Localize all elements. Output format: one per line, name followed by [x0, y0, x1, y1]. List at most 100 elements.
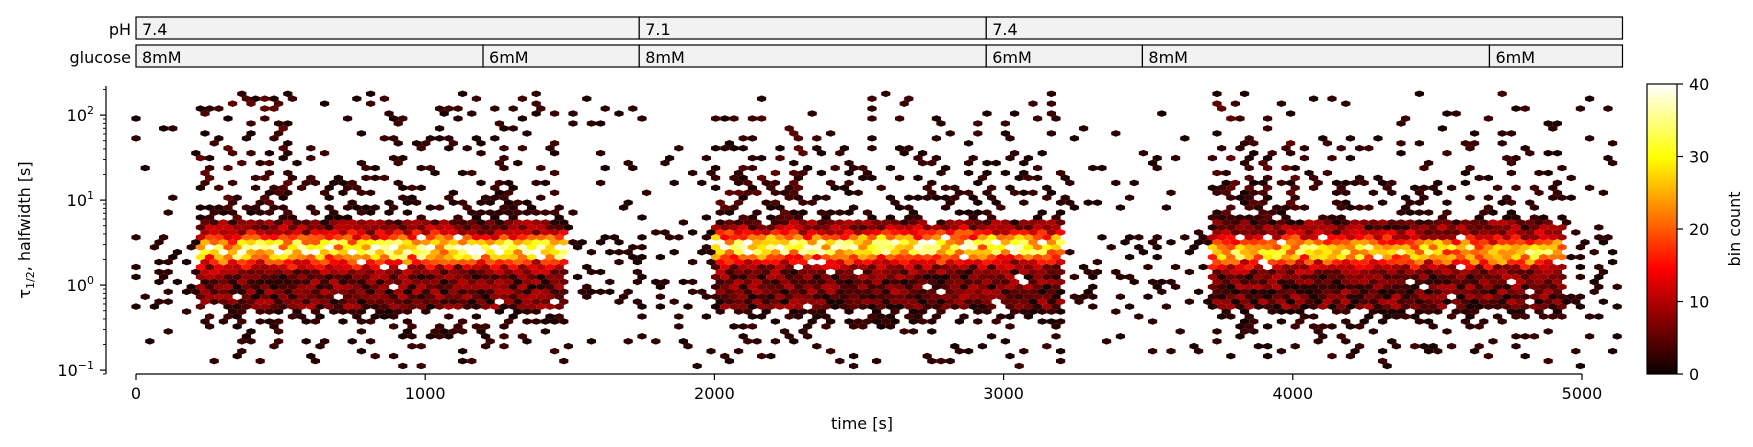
hexbin-cell	[559, 219, 569, 226]
hexbin-cell	[1322, 140, 1332, 147]
hexbin-cell	[214, 204, 224, 211]
hexbin-cell	[780, 239, 790, 246]
hexbin-cell	[1272, 263, 1282, 271]
hexbin-cell	[485, 219, 495, 226]
hexbin-cell	[1529, 293, 1539, 300]
hexbin-cell	[540, 239, 550, 246]
hexbin-cell	[324, 263, 334, 271]
hexbin-cell	[504, 258, 514, 266]
hexbin-cell	[1327, 303, 1337, 310]
hexbin-cell	[504, 219, 514, 226]
hexbin-cell	[660, 159, 670, 167]
hexbin-cell	[1511, 273, 1521, 281]
hexbin-cell	[352, 253, 362, 261]
hexbin-cell	[844, 278, 854, 286]
hexbin-cell	[945, 357, 955, 365]
hexbin-cell	[784, 263, 794, 271]
hexbin-cell	[1263, 214, 1273, 221]
hexbin-cell	[803, 323, 813, 330]
hexbin-cell	[738, 283, 748, 291]
hexbin-cell	[1391, 234, 1401, 241]
hexbin-cell	[1046, 219, 1056, 226]
hexbin-cell	[674, 144, 684, 152]
hexbin-cell	[1603, 154, 1613, 162]
hexbin-cell	[1364, 253, 1374, 261]
hexbin-cell	[1539, 303, 1549, 310]
hexbin-cell	[1148, 239, 1158, 246]
hexbin-cell	[1286, 110, 1296, 117]
hexbin-cell	[343, 273, 353, 281]
hexbin-cell	[1355, 263, 1365, 271]
hexbin-cell	[499, 144, 509, 152]
hexbin-cell	[1341, 189, 1351, 197]
hexbin-cell	[766, 224, 776, 231]
y-axis-label: τ1/2, halfwidth [s]	[15, 161, 37, 298]
hexbin-cell	[329, 308, 339, 315]
hexbin-cell	[237, 258, 247, 266]
hexbin-cell	[1258, 179, 1268, 187]
hexbin-cell	[1033, 115, 1043, 122]
hexbin-cell	[1543, 357, 1553, 365]
hexbin-cell	[798, 308, 808, 315]
hexbin-cell	[214, 263, 224, 271]
hexbin-cell	[1019, 159, 1029, 167]
hexbin-cell	[361, 253, 371, 261]
glucose-segment-label: 8mM	[1148, 48, 1188, 67]
hexbin-cell	[1249, 189, 1259, 197]
hexbin-cell	[1585, 184, 1595, 192]
hexbin-cell	[987, 194, 997, 201]
hexbin-cell	[1470, 288, 1480, 296]
hexbin-cell	[1263, 243, 1273, 251]
hexbin-cell	[1382, 293, 1392, 300]
hexbin-cell	[931, 115, 941, 122]
hexbin-cell	[637, 303, 647, 310]
hexbin-cell	[499, 204, 509, 211]
hexbin-cell	[1539, 214, 1549, 221]
hexbin-cell	[140, 293, 150, 300]
hexbin-cell	[1557, 293, 1567, 300]
hexbin-cell	[766, 352, 776, 360]
hexbin-cell	[1253, 263, 1263, 271]
hexbin-cell	[637, 253, 647, 261]
hexbin-cell	[1258, 209, 1268, 216]
hexbin-cell	[1276, 258, 1286, 266]
hexbin-cell	[922, 224, 932, 231]
glucose-segment	[1488, 44, 1624, 68]
hexbin-cell	[1516, 219, 1526, 226]
hexbin-cell	[1263, 164, 1273, 172]
hexbin-cell	[1396, 149, 1406, 157]
hexbin-cell	[1479, 258, 1489, 266]
hexbin-cell	[885, 273, 895, 281]
hexbin-cell	[462, 293, 472, 300]
hexbin-cell	[237, 248, 247, 256]
hexbin-cell	[278, 144, 288, 152]
hexbin-cell	[264, 199, 274, 206]
hexbin-cell	[867, 273, 877, 281]
hexbin-cell	[1589, 278, 1599, 286]
hexbin-cell	[1194, 347, 1204, 355]
hexbin-cell	[366, 229, 376, 236]
hexbin-cell	[922, 273, 932, 281]
hexbin-cell	[784, 125, 794, 132]
hexbin-cell	[1520, 105, 1530, 112]
hexbin-cell	[1005, 313, 1015, 320]
hexbin-cell	[209, 248, 219, 256]
hexbin-cell	[609, 234, 619, 241]
hexbin-cell	[1226, 234, 1236, 241]
hexbin-cell	[1511, 154, 1521, 162]
hexbin-cell	[747, 135, 757, 142]
hexbin-cell	[283, 140, 293, 147]
hexbin-cell	[1019, 268, 1029, 276]
hexbin-cell	[1166, 278, 1176, 286]
hexbin-cell	[807, 219, 817, 226]
hexbin-cell	[384, 239, 394, 246]
hexbin-cell	[862, 229, 872, 236]
hexbin-cell	[1033, 214, 1043, 221]
hexbin-cell	[1460, 298, 1470, 305]
hexbin-cell	[1212, 90, 1222, 98]
hexbin-cell	[1350, 239, 1360, 246]
hexbin-cell	[881, 258, 891, 266]
hexbin-cell	[1557, 283, 1567, 291]
hexbin-cell	[1387, 239, 1397, 246]
hexbin-cell	[1226, 283, 1236, 291]
